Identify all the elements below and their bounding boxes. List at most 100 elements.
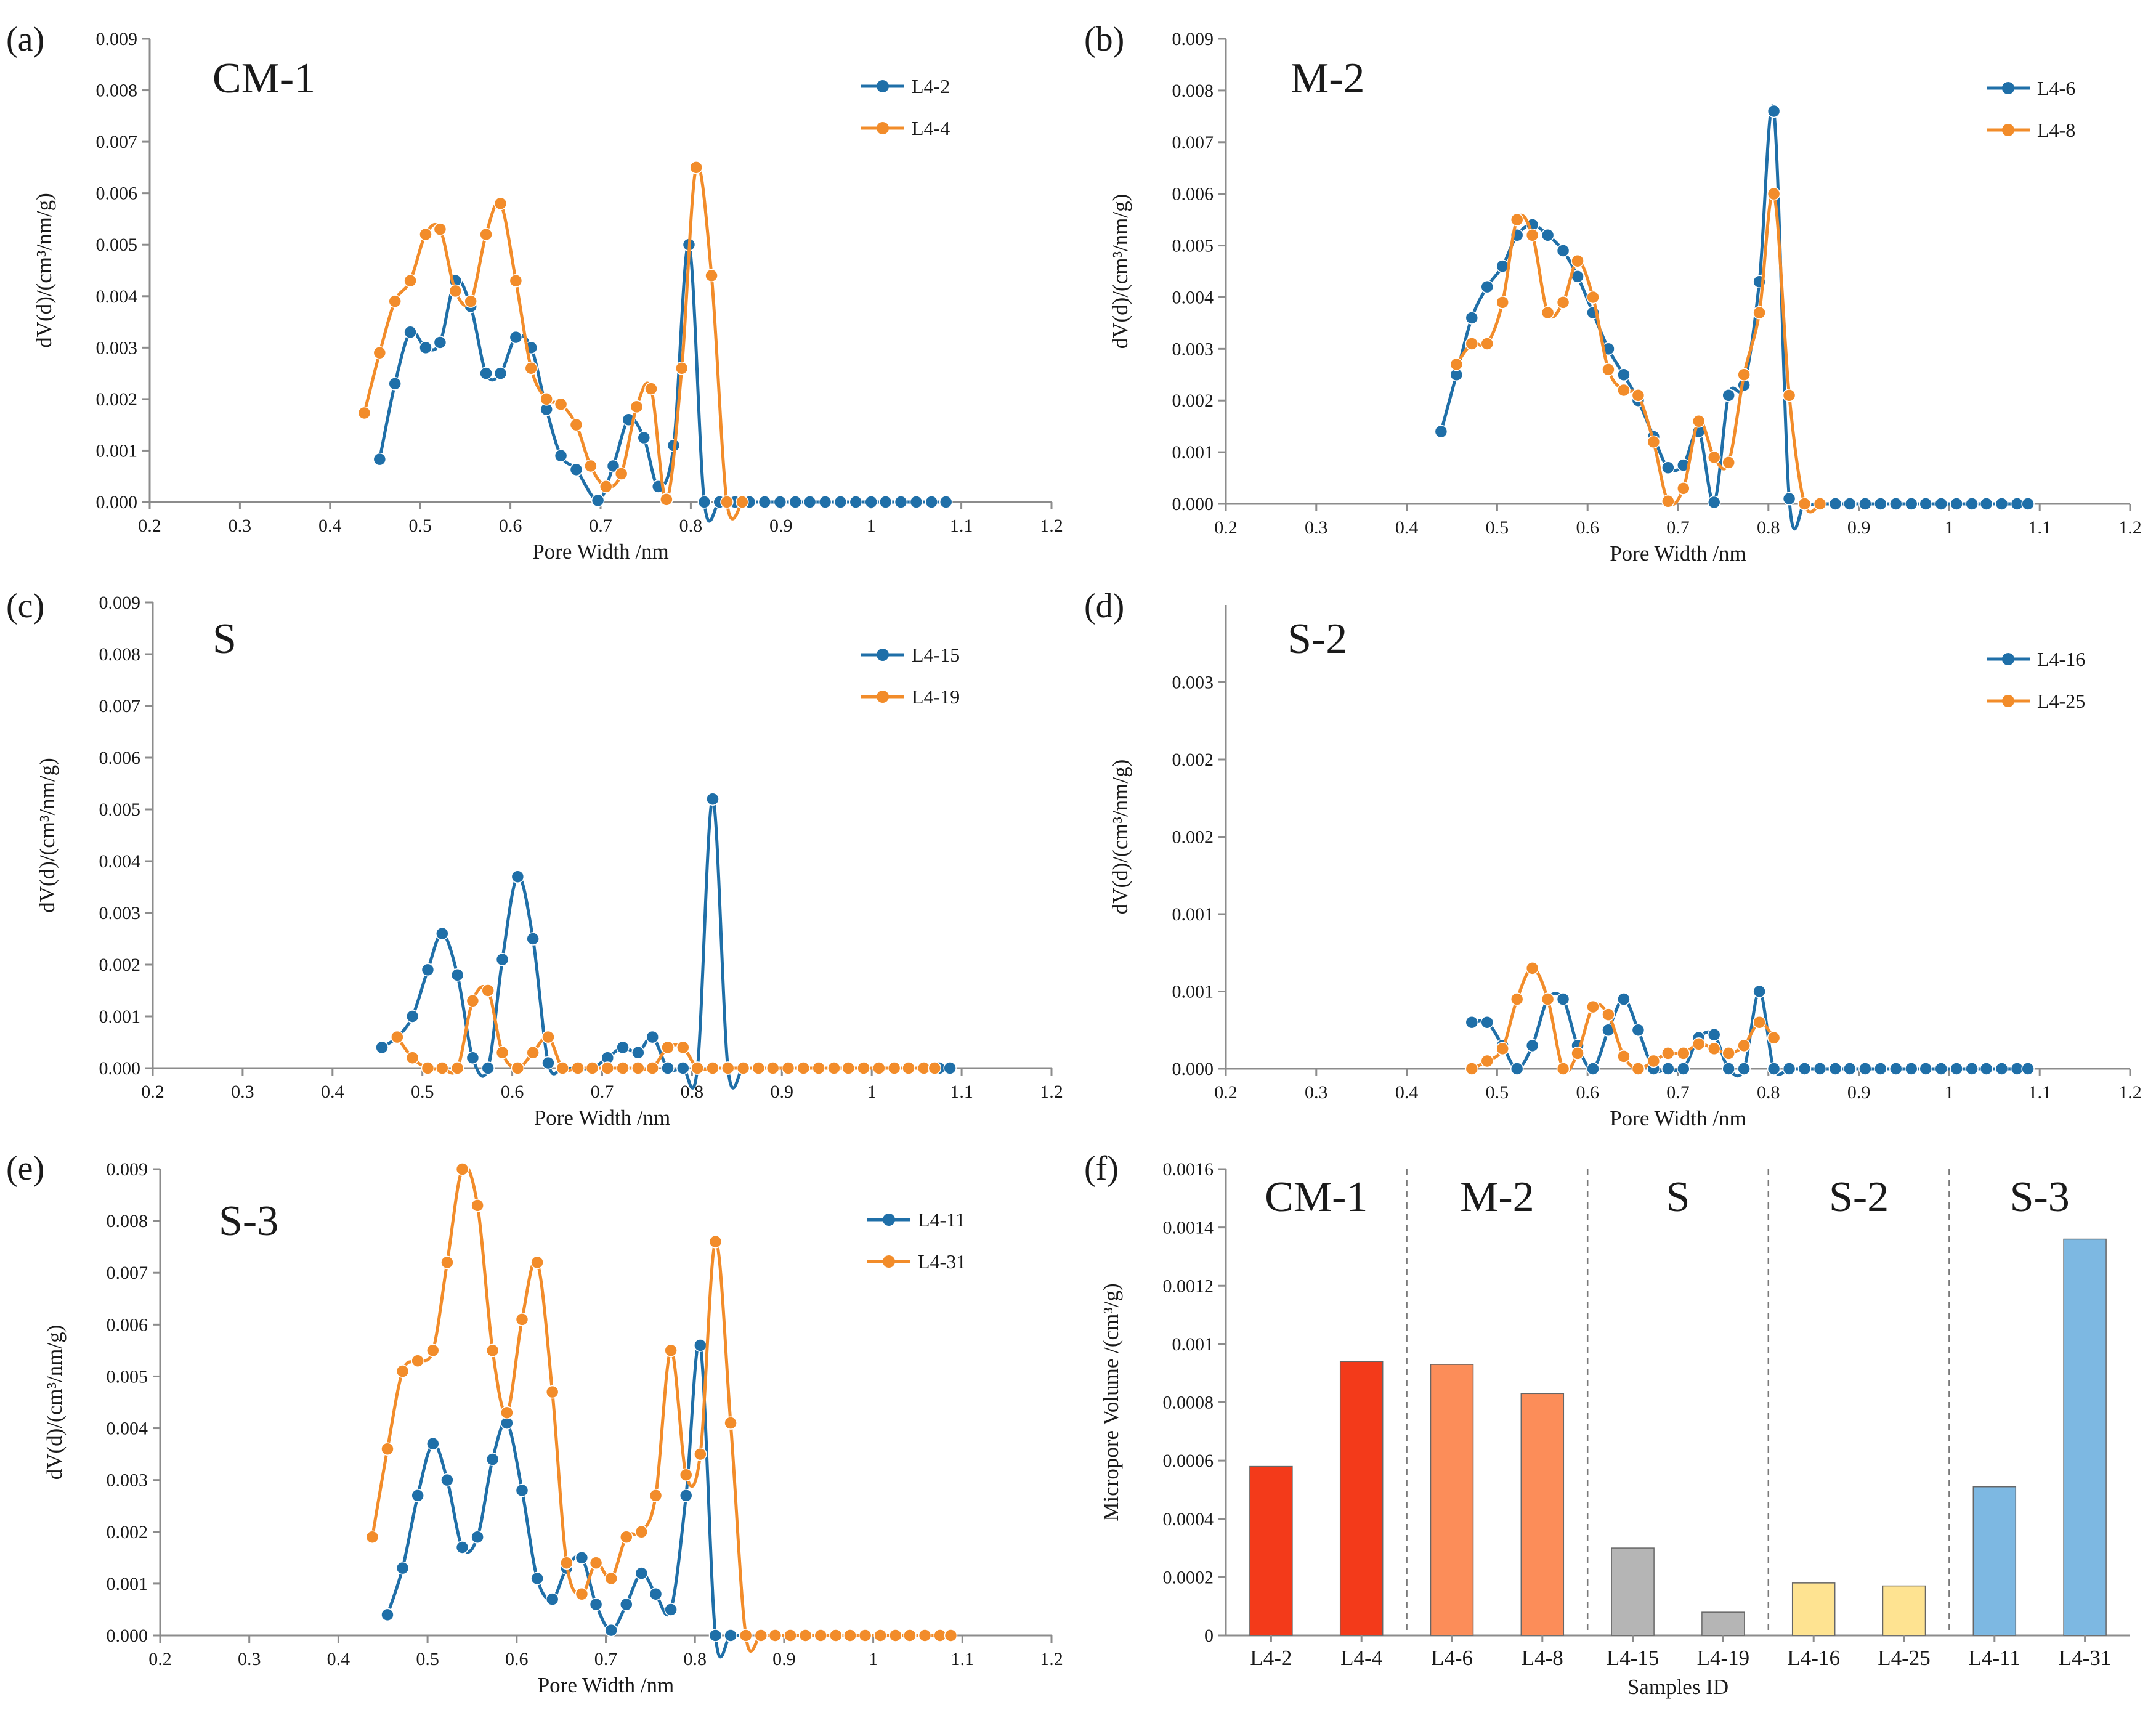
data-point bbox=[515, 1483, 529, 1497]
data-point bbox=[479, 227, 493, 241]
x-tick-label: 0.5 bbox=[408, 516, 432, 536]
bar bbox=[1249, 1465, 1293, 1636]
data-point bbox=[689, 161, 703, 174]
panel-label: (d) bbox=[1084, 587, 1124, 625]
y-tick-label: 0.003 bbox=[99, 903, 141, 923]
data-point bbox=[754, 1629, 768, 1642]
y-tick-label: 0.009 bbox=[99, 593, 141, 613]
data-point bbox=[1950, 497, 1963, 511]
data-point bbox=[644, 382, 658, 395]
data-point bbox=[500, 1406, 514, 1420]
data-point bbox=[540, 392, 553, 406]
y-tick-label: 0 bbox=[1204, 1626, 1214, 1646]
legend-marker bbox=[877, 691, 889, 703]
data-point bbox=[421, 1061, 435, 1075]
panel-label: (f) bbox=[1084, 1149, 1119, 1188]
data-point bbox=[1556, 1062, 1570, 1076]
panel-label: (e) bbox=[6, 1149, 44, 1188]
data-point bbox=[448, 284, 463, 298]
data-point bbox=[373, 346, 387, 360]
series-L4-19 bbox=[391, 984, 942, 1075]
data-point bbox=[1722, 389, 1735, 402]
y-tick-label: 0.009 bbox=[96, 29, 138, 49]
data-point bbox=[1556, 244, 1570, 257]
legend-marker bbox=[2002, 653, 2014, 665]
data-point bbox=[1828, 497, 1842, 511]
x-tick-label: 0.7 bbox=[591, 1082, 614, 1102]
data-point bbox=[857, 1061, 870, 1075]
y-tick-label: 0.000 bbox=[107, 1626, 148, 1646]
y-tick-label: 0.002 bbox=[1172, 827, 1214, 848]
x-tick-label: 0.6 bbox=[499, 516, 522, 536]
x-tick-label: 0.7 bbox=[1666, 1082, 1690, 1103]
data-point bbox=[634, 1525, 649, 1539]
y-tick-label: 0.001 bbox=[1172, 982, 1214, 1002]
data-point bbox=[1889, 497, 1903, 511]
data-point bbox=[841, 1061, 856, 1075]
data-point bbox=[1617, 383, 1631, 397]
y-tick-label: 0.008 bbox=[96, 81, 138, 101]
data-point bbox=[706, 792, 719, 806]
data-point bbox=[1496, 296, 1509, 309]
data-point bbox=[515, 1313, 529, 1326]
data-point bbox=[381, 1442, 394, 1456]
data-point bbox=[1556, 992, 1570, 1006]
data-point bbox=[1586, 1062, 1600, 1076]
y-tick-label: 0.006 bbox=[1172, 184, 1214, 205]
y-tick-label: 0.006 bbox=[99, 748, 141, 768]
data-point bbox=[481, 984, 495, 997]
x-tick-label: 0.6 bbox=[1576, 1082, 1599, 1103]
y-tick-label: 0.003 bbox=[1172, 673, 1214, 693]
y-tick-label: 0.004 bbox=[1172, 287, 1214, 307]
data-point bbox=[1602, 1008, 1615, 1021]
y-tick-label: 0.008 bbox=[1172, 81, 1214, 101]
x-tick-label: 0.2 bbox=[1214, 517, 1238, 538]
data-point bbox=[902, 1061, 915, 1075]
data-point bbox=[631, 1046, 645, 1060]
y-tick-label: 0.008 bbox=[107, 1211, 148, 1231]
x-tick-label: 0.6 bbox=[505, 1649, 529, 1669]
data-point bbox=[1556, 296, 1570, 309]
legend-label: L4-4 bbox=[912, 117, 950, 139]
y-tick-label: 0.005 bbox=[99, 800, 141, 820]
panel-e: (e) S-3 0.000 0.001 0.002 0.003 0.004 0.005 0.00… bbox=[6, 1149, 1063, 1697]
data-point bbox=[903, 1629, 917, 1642]
data-point bbox=[511, 870, 525, 883]
y-tick-label: 0.000 bbox=[1172, 1059, 1214, 1079]
x-tick-label: L4-15 bbox=[1607, 1646, 1660, 1670]
x-tick-label: 0.8 bbox=[679, 516, 703, 536]
data-point bbox=[464, 294, 477, 308]
x-tick-label: 0.2 bbox=[141, 1082, 164, 1102]
data-point bbox=[1586, 290, 1600, 304]
data-point bbox=[843, 1629, 857, 1642]
data-point bbox=[1602, 363, 1615, 376]
x-tick-label: 1 bbox=[869, 1649, 878, 1669]
bar bbox=[1520, 1393, 1565, 1636]
data-point bbox=[1677, 482, 1690, 495]
x-tick-label: 0.5 bbox=[411, 1082, 434, 1102]
data-point bbox=[554, 449, 568, 463]
y-tick-label: 0.001 bbox=[96, 440, 138, 461]
x-tick-label: L4-25 bbox=[1878, 1646, 1931, 1670]
legend-label: L4-8 bbox=[2037, 119, 2075, 141]
x-tick-label: 0.9 bbox=[1847, 1082, 1871, 1103]
panel-title: S-3 bbox=[219, 1197, 278, 1245]
data-point bbox=[928, 1061, 942, 1075]
x-tick-label: 1.1 bbox=[950, 516, 973, 536]
data-point bbox=[1571, 1047, 1584, 1060]
data-point bbox=[814, 1629, 827, 1642]
group-title: CM-1 bbox=[1265, 1173, 1368, 1221]
data-point bbox=[585, 1061, 599, 1075]
data-point bbox=[560, 1556, 573, 1570]
data-point bbox=[604, 1571, 618, 1586]
panel-label: (c) bbox=[6, 587, 44, 625]
x-tick-label: 0.2 bbox=[138, 516, 161, 536]
y-tick-label: 0.001 bbox=[99, 1007, 141, 1027]
data-point bbox=[724, 1629, 737, 1642]
data-point bbox=[1525, 1039, 1539, 1053]
data-point bbox=[1677, 1047, 1690, 1060]
data-point bbox=[541, 1056, 555, 1070]
group-title: S-3 bbox=[2010, 1173, 2070, 1221]
y-axis-label: dV(d)/(cm³/nm/g) bbox=[1108, 760, 1132, 915]
data-point bbox=[1782, 389, 1796, 402]
